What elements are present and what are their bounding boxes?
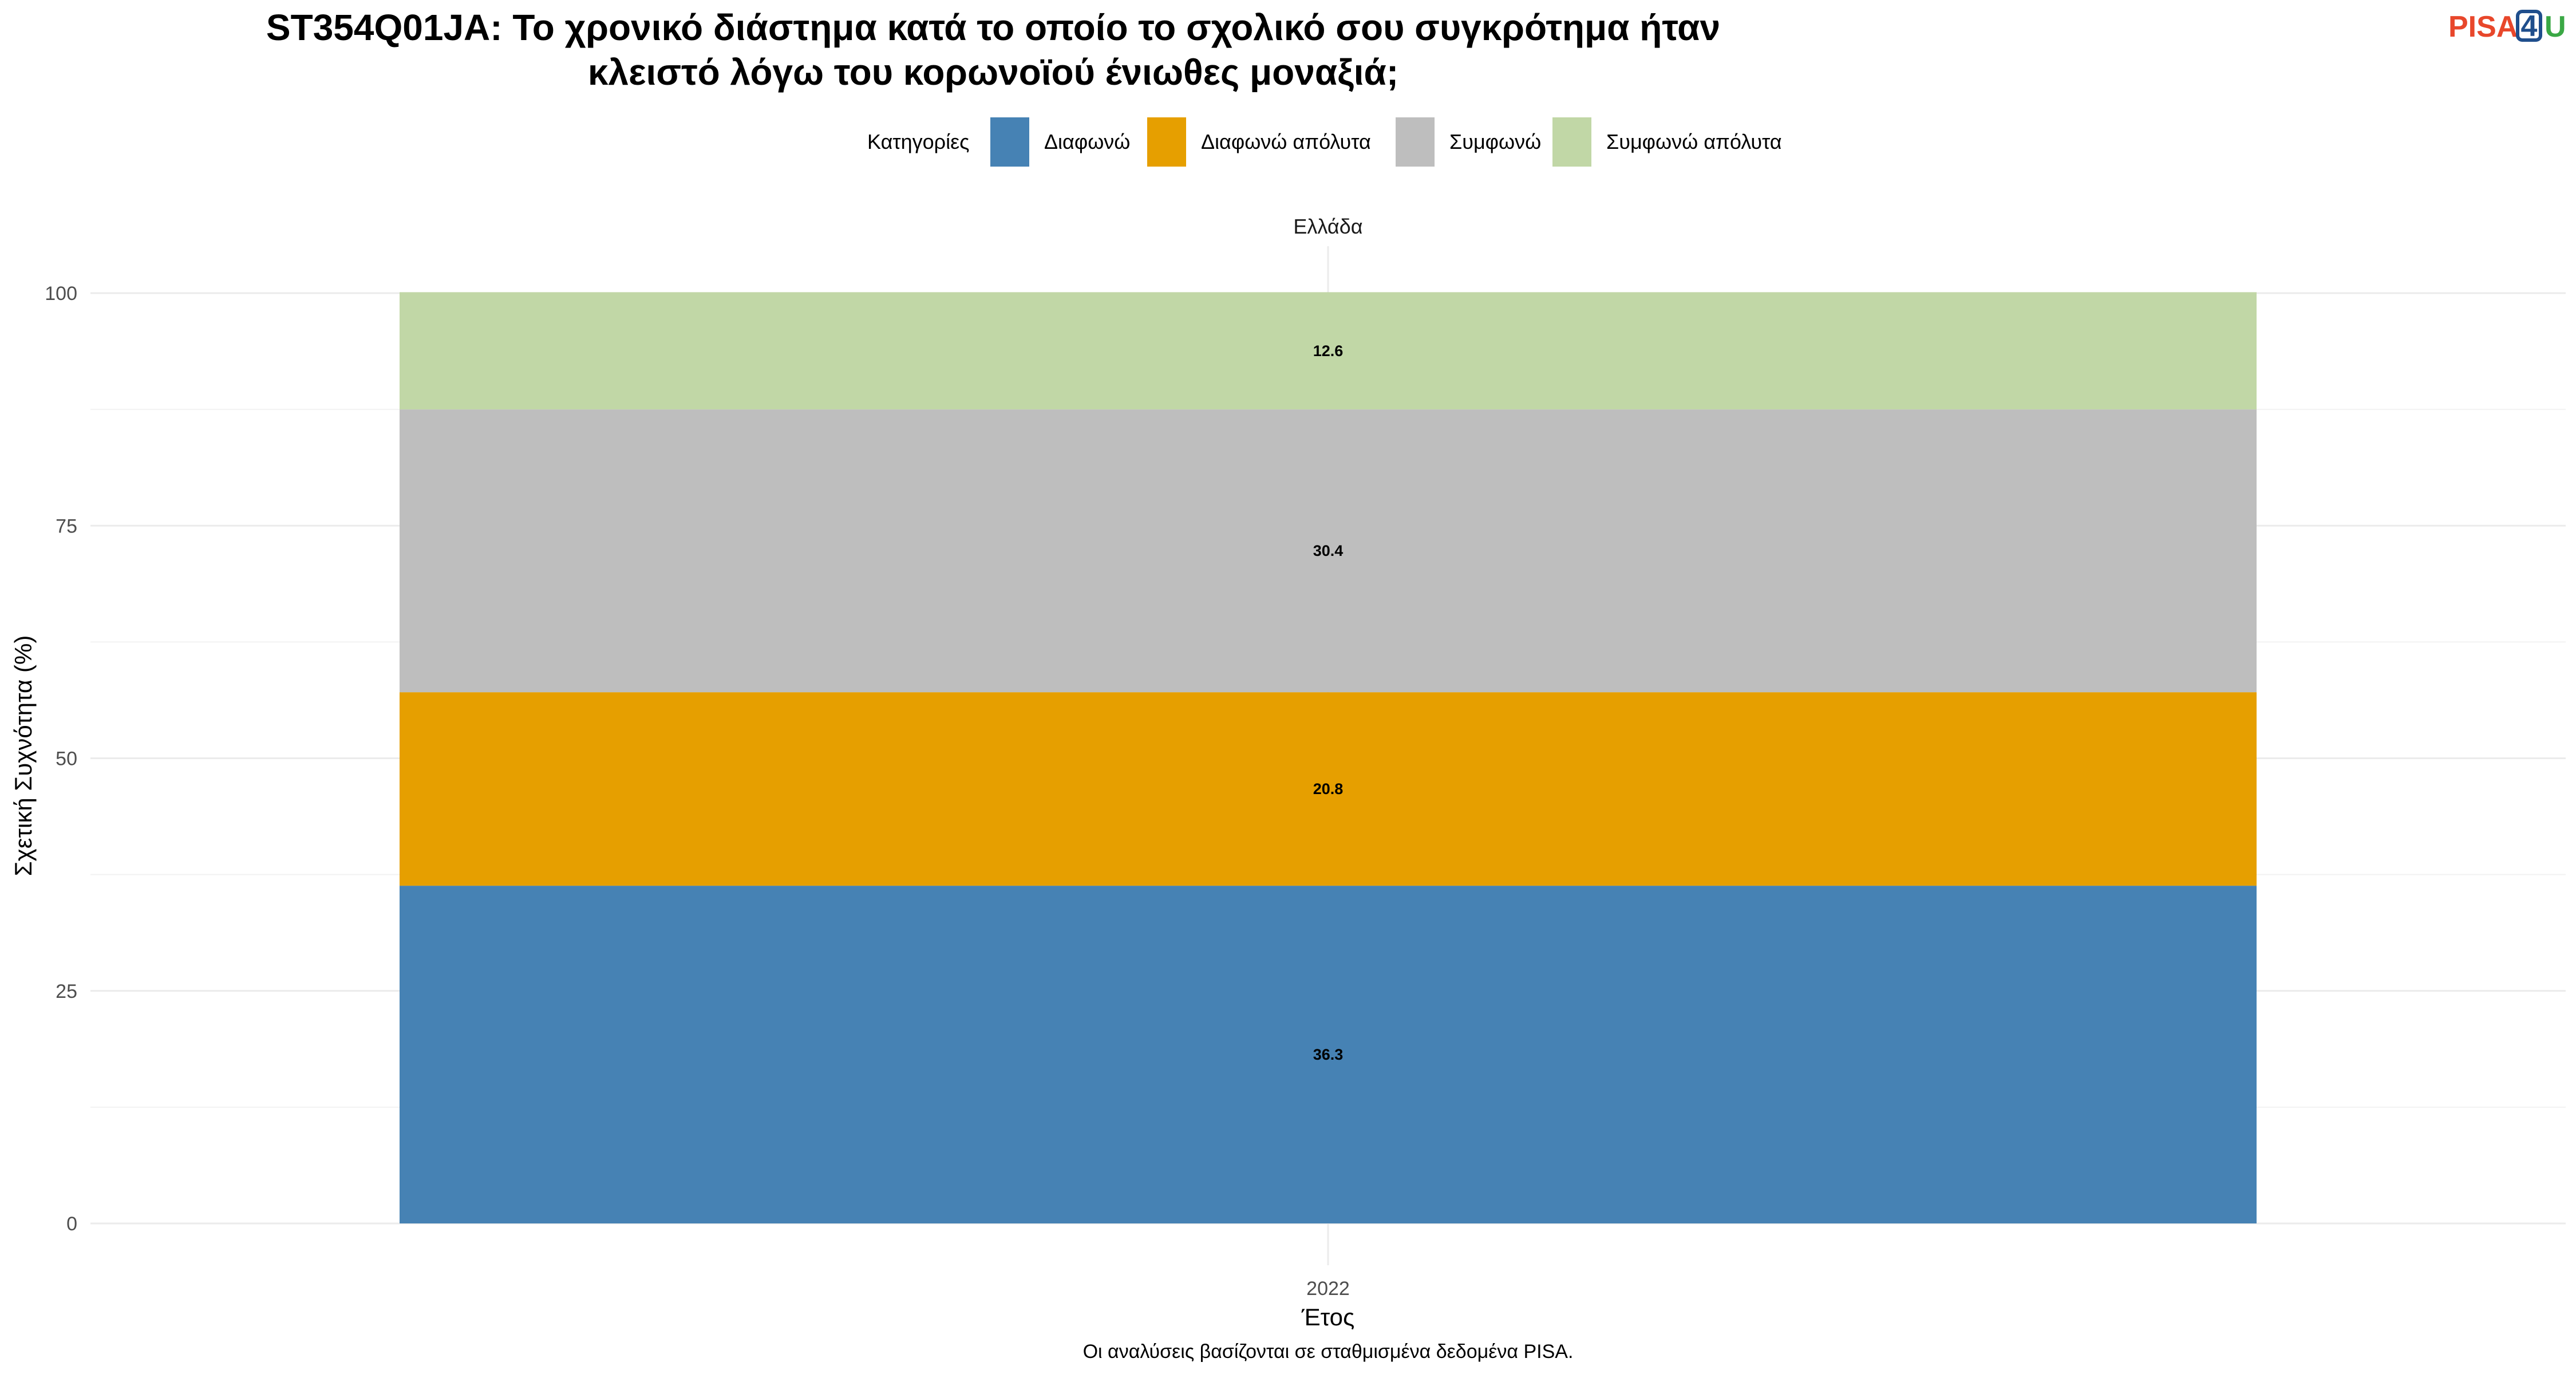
legend-key [1396, 117, 1435, 167]
data-labels: 36.3 20.8 30.4 12.6 [1313, 342, 1344, 1063]
y-tick-label: 0 [66, 1213, 77, 1235]
data-label: 30.4 [1313, 542, 1344, 559]
y-axis-title: Σχετική Συχνότητα (%) [10, 635, 37, 876]
y-tick-label: 50 [56, 748, 77, 770]
y-tick-label: 25 [56, 981, 77, 1002]
legend-label: Διαφωνώ [1044, 130, 1130, 153]
chart-title-line-1: ST354Q01JA: Το χρονικό διάστημα κατά το … [266, 7, 1720, 48]
x-tick-label: 2022 [1306, 1278, 1350, 1300]
y-tick-label: 75 [56, 515, 77, 537]
legend-label: Συμφωνώ [1449, 130, 1541, 153]
y-tick-label: 100 [45, 283, 77, 305]
data-label: 12.6 [1313, 342, 1344, 360]
caption: Οι αναλύσεις βασίζονται σε σταθμισμένα δ… [1083, 1341, 1574, 1363]
bar-segment [400, 409, 2257, 693]
legend-key [1147, 117, 1186, 167]
legend-key [990, 117, 1029, 167]
legend-label: Διαφωνώ απόλυτα [1201, 130, 1371, 153]
bar-segment [400, 886, 2257, 1223]
logo-text-pisa: PISA [2448, 10, 2518, 44]
data-label: 36.3 [1313, 1046, 1344, 1063]
legend-items: Διαφωνώ Διαφωνώ απόλυτα Συμφωνώ Συμφωνώ από… [990, 117, 1782, 167]
pisa4u-logo: PISA 4 U [2448, 10, 2566, 44]
legend: Κατηγορίες Διαφωνώ Διαφωνώ απόλυτα Συμφωνώ… [867, 117, 1782, 167]
x-axis-ticks: 2022 [1306, 1278, 1350, 1300]
logo-four-box [2516, 10, 2542, 42]
legend-label: Συμφωνώ απόλυτα [1606, 130, 1782, 153]
data-label: 20.8 [1313, 780, 1344, 797]
legend-key [1552, 117, 1591, 167]
bar-segment [400, 292, 2257, 410]
legend-title: Κατηγορίες [867, 130, 970, 153]
logo-text-four: 4 [2521, 10, 2538, 43]
bar-segment [400, 692, 2257, 886]
facet-label: Ελλάδα [1293, 215, 1362, 238]
logo-text-u: U [2545, 10, 2566, 44]
bars [400, 292, 2257, 1223]
y-axis-ticks: 0 25 50 75 100 [45, 283, 77, 1235]
x-axis-title: Έτος [1301, 1304, 1355, 1330]
chart-title-line-2: κλειστό λόγω του κορωνοϊού ένιωθες μοναξ… [588, 52, 1398, 93]
